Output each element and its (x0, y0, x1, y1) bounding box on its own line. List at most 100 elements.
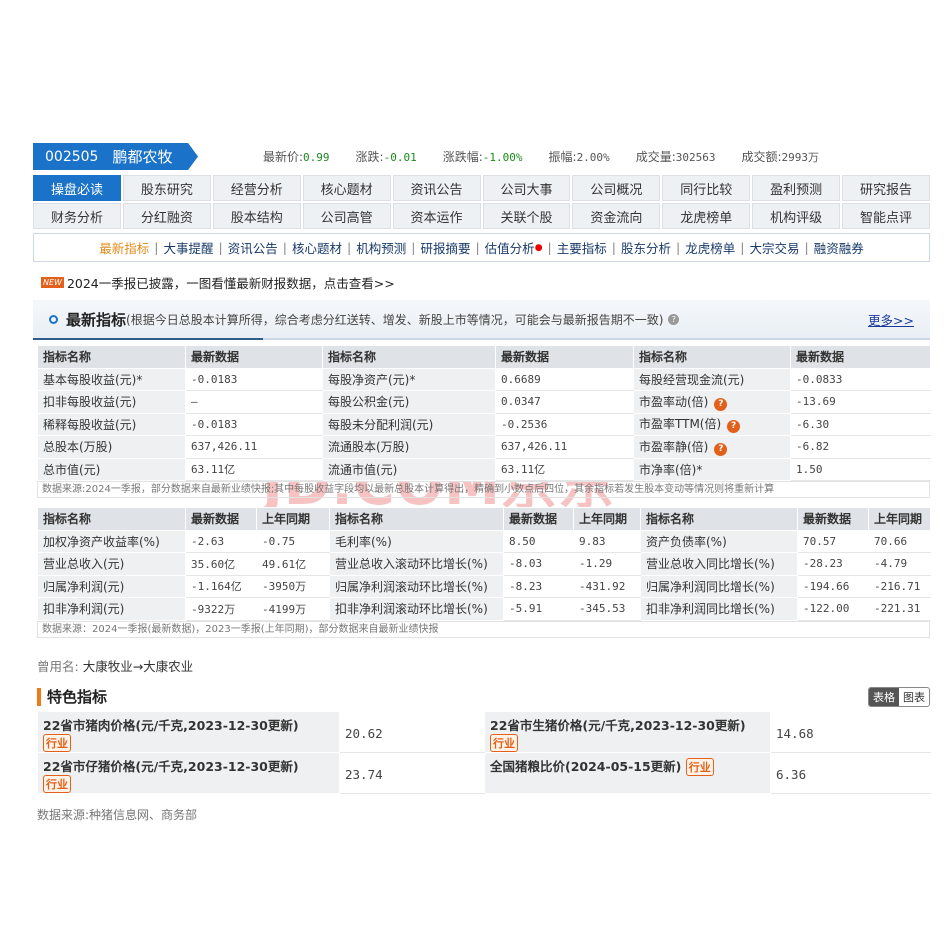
subnav-item[interactable]: 估值分析 (484, 241, 535, 256)
indicator-name: 每股未分配利润(元) (322, 412, 496, 436)
help-icon[interactable]: ? (668, 313, 680, 325)
quote-value: -0.01 (383, 151, 417, 164)
feature-value: 6.36 (770, 751, 931, 794)
tab-item[interactable]: 资金流向 (572, 203, 661, 229)
tab-item[interactable]: 龙虎榜单 (662, 203, 751, 229)
subnav-item[interactable]: 最新指标 (99, 241, 150, 256)
indicator-name: 流通股本(万股) (322, 435, 496, 459)
quote-label: 最新价: (263, 150, 304, 164)
indicator-value: -216.71 (868, 574, 931, 598)
subnav-item[interactable]: 主要指标 (556, 241, 607, 256)
featured-source: 数据来源:种猪信息网、商务部 (37, 807, 198, 822)
indicator-value: -13.69 (790, 390, 931, 414)
tab-item[interactable]: 关联个股 (482, 203, 571, 229)
table-row: 基本每股收益(元)* -0.0183 每股净资产(元)* 0.6689 每股经营现金流(… (37, 367, 931, 391)
indicator-name: 营业总收入(元) (37, 552, 186, 576)
quote-label: 涨跌: (355, 150, 384, 164)
former-name-label: 曾用名: (37, 658, 79, 674)
toggle-chart[interactable]: 图表 (903, 690, 925, 704)
subnav-item[interactable]: 融资融券 (813, 241, 864, 256)
help-icon[interactable]: ? (714, 442, 728, 456)
report-banner[interactable]: NEW 2024一季报已披露，一图看懂最新财报数据，点击查看>> (33, 273, 930, 292)
tab-item[interactable]: 机构评级 (752, 203, 841, 229)
feature-name-text: 22省市猪肉价格(元/千克,2023-12-30更新) (43, 717, 299, 733)
quote-bar: 最新价:0.99 涨跌:-0.01 涨跌幅:-1.00% 振幅:2.00% 成交量:30… (263, 148, 819, 165)
column-header: 上年同期 (868, 507, 931, 531)
feature-name-text: 全国猪粮比价(2024-05-15更新) (490, 758, 682, 774)
subnav-item[interactable]: 研报摘要 (420, 241, 471, 256)
tab-item[interactable]: 公司大事 (482, 175, 571, 201)
tab-item[interactable]: 公司高管 (302, 203, 391, 229)
industry-tag[interactable]: 行业 (43, 774, 71, 792)
indicator-value: -194.66 (797, 574, 869, 598)
subnav-item[interactable]: 股东分析 (621, 241, 672, 256)
tab-item[interactable]: 经营分析 (212, 175, 301, 201)
more-link[interactable]: 更多>> (868, 312, 914, 328)
column-header: 最新数据 (495, 345, 634, 369)
subnav-item[interactable]: 龙虎榜单 (685, 241, 736, 256)
indicator-value: -0.0183 (185, 412, 323, 436)
indicator-value: -8.03 (503, 552, 574, 576)
indicator-name: 市盈率动(倍)? (633, 390, 791, 414)
former-name: 曾用名: 大康牧业→大康农业 (33, 656, 930, 675)
indicator-name: 市净率(倍)* (633, 457, 791, 481)
indicator-name: 总股本(万股) (37, 435, 186, 459)
tab-item[interactable]: 研究报告 (842, 175, 930, 201)
table1-note: 数据来源:2024一季报，部分数据来自最新业绩快报;其中每股收益字段均以最新总股… (37, 481, 930, 498)
feature-name: 22省市生猪价格(元/千克,2023-12-30更新) 行业 (484, 710, 771, 753)
tab-item[interactable]: 财务分析 (33, 203, 121, 229)
table-row: 扣非净利润(元) -9322万 -4199万 扣非净利润滚动环比增长(%) -5.91-… (37, 597, 931, 621)
tab-item[interactable]: 智能点评 (842, 203, 930, 229)
banner-link[interactable]: 2024一季报已披露，一图看懂最新财报数据，点击查看>> (66, 276, 395, 291)
feature-value: 14.68 (770, 710, 931, 753)
indicator-value: -9322万 (185, 597, 257, 621)
table2-note: 数据来源：2024一季报(最新数据)，2023一季报(上年同期)，部分数据来自最… (37, 620, 930, 638)
indicator-name: 资产负债率(%) (640, 529, 798, 553)
tab-item[interactable]: 资讯公告 (392, 175, 481, 201)
toggle-table[interactable]: 表格 (869, 687, 899, 706)
indicator-value: -6.82 (790, 435, 931, 459)
indicator-value: 35.60亿 (185, 552, 257, 576)
industry-tag[interactable]: 行业 (43, 733, 71, 751)
column-header: 最新数据 (503, 507, 574, 531)
indicator-name: 每股净资产(元)* (322, 367, 496, 391)
separator: | (475, 240, 480, 255)
stock-page: 002505 鹏都农牧 最新价:0.99 涨跌:-0.01 涨跌幅:-1.00% 振幅… (33, 143, 931, 823)
tab-item[interactable]: 资本运作 (392, 203, 481, 229)
subnav-item[interactable]: 资讯公告 (227, 241, 278, 256)
stock-header: 002505 鹏都农牧 最新价:0.99 涨跌:-0.01 涨跌幅:-1.00% 振幅… (33, 143, 930, 170)
indicator-name: 市盈率静(倍)? (633, 435, 791, 459)
column-header: 指标名称 (37, 345, 186, 369)
indicator-name: 归属净利润滚动环比增长(%) (329, 574, 504, 598)
indicator-value: -8.23 (503, 574, 574, 598)
subnav-item[interactable]: 机构预测 (356, 241, 407, 256)
indicator-name: 扣非每股收益(元) (37, 390, 186, 414)
indicator-value: -221.31 (868, 597, 931, 621)
industry-tag[interactable]: 行业 (490, 733, 518, 751)
tab-item[interactable]: 盈利预测 (752, 175, 841, 201)
tab-item[interactable]: 核心题材 (302, 175, 391, 201)
table-row: 22省市仔猪价格(元/千克,2023-12-30更新) 行业 23.74 全国猪粮比价… (37, 751, 931, 794)
separator: | (676, 240, 681, 255)
subnav-item[interactable]: 核心题材 (291, 241, 342, 256)
subnav-item[interactable]: 大事提醒 (163, 241, 214, 256)
tab-item[interactable]: 操盘必读 (33, 175, 121, 201)
help-icon[interactable]: ? (727, 420, 741, 434)
pe-label: 市盈率静(倍) (639, 439, 709, 454)
section-title: 最新指标 (66, 310, 127, 329)
tab-item[interactable]: 同行比较 (662, 175, 751, 201)
help-icon[interactable]: ? (714, 397, 728, 411)
column-header: 最新数据 (185, 345, 323, 369)
tab-item[interactable]: 股本结构 (212, 203, 301, 229)
tab-item[interactable]: 分红融资 (122, 203, 211, 229)
separator: | (346, 240, 352, 255)
tab-item[interactable]: 股东研究 (122, 175, 211, 201)
industry-tag[interactable]: 行业 (685, 757, 714, 776)
subnav-item[interactable]: 大宗交易 (749, 241, 800, 256)
tab-item[interactable]: 公司概况 (572, 175, 661, 201)
indicator-value: -1.29 (573, 552, 641, 576)
indicator-value: -0.0833 (790, 367, 931, 391)
indicator-value: -5.91 (503, 597, 574, 621)
quote-value: 2.00% (576, 151, 610, 164)
indicator-value: 1.50 (790, 457, 931, 481)
